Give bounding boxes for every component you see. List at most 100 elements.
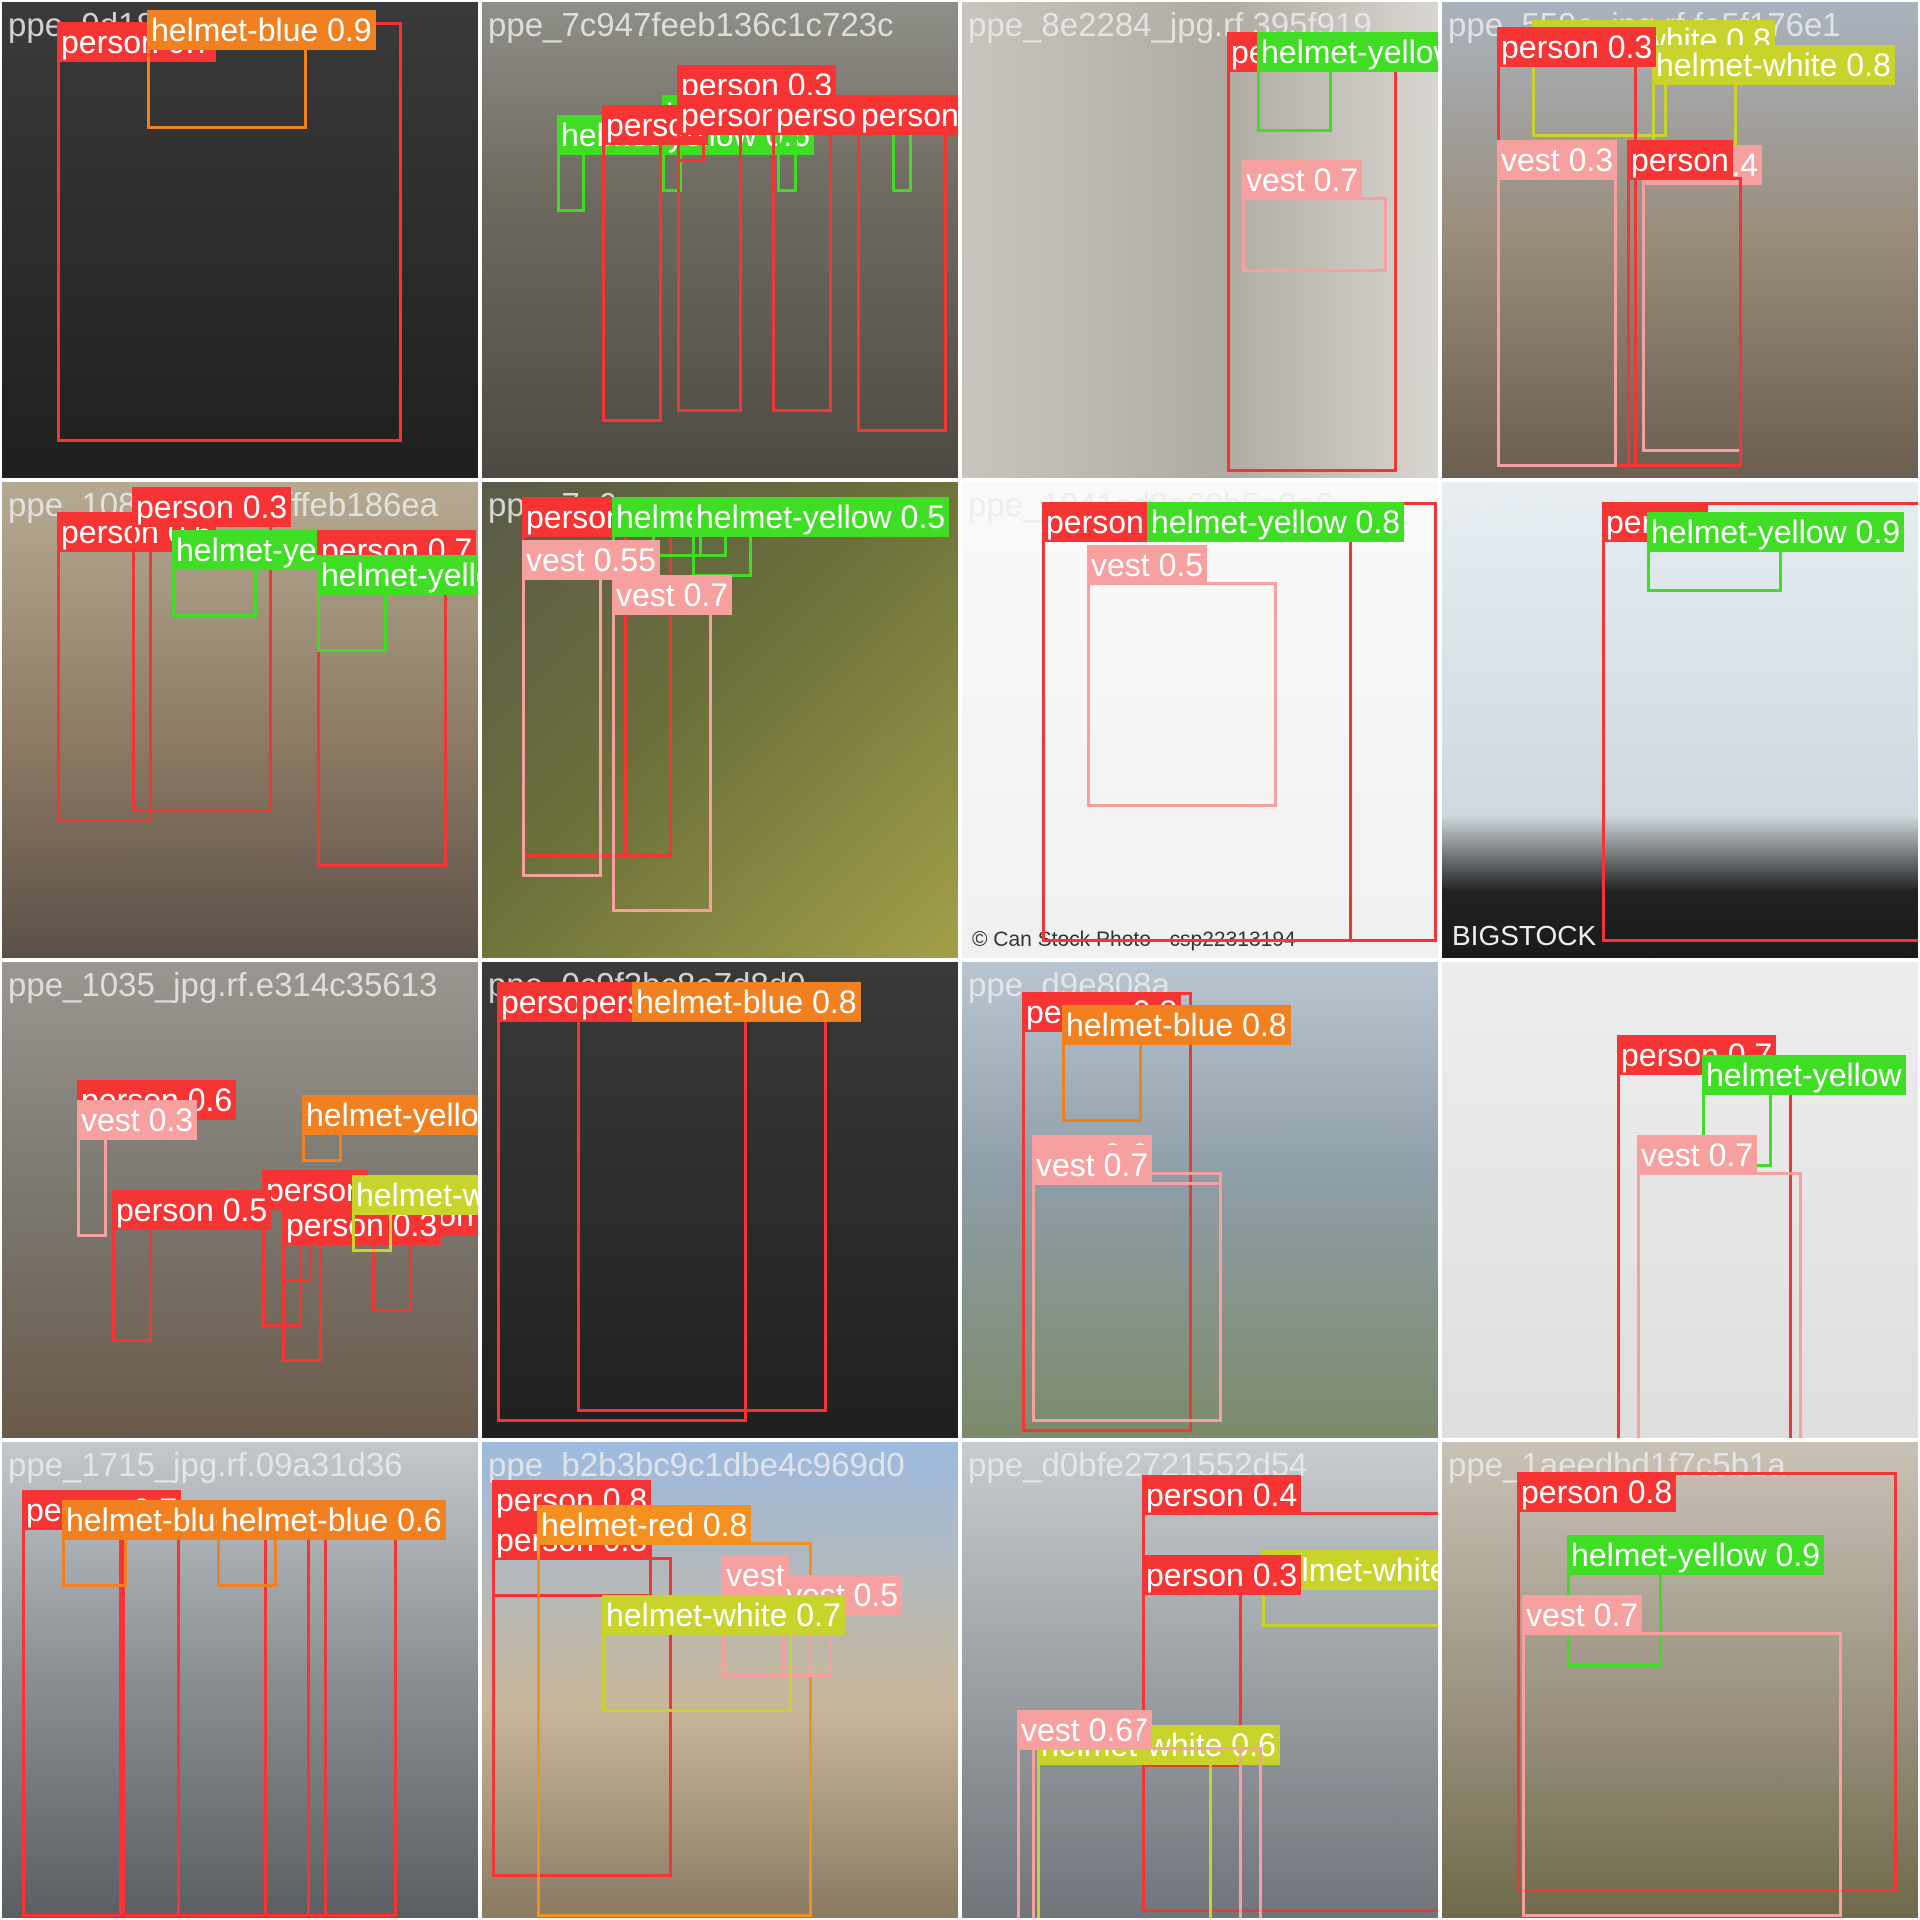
detection-box: helmet-blue 0.6 (217, 1500, 446, 1587)
mosaic-tile: ppe_1084_jpg.rf.fdfffeb186eaperson 0.6pe… (0, 480, 480, 960)
detection-box: helmet-yellow 0.4 (302, 1095, 478, 1162)
detection-label: vest 0.3 (77, 1100, 198, 1140)
mosaic-tile: ppe_1aeedbd1f7c5b1a person 0.8 helmet-yell… (1440, 1440, 1920, 1920)
detection-box: person (307, 1500, 413, 1917)
mosaic-tile: ppe_7a6aperson 0.7person 0.7helmet-yello… (480, 480, 960, 960)
detection-box: helmet-white 0.8 (1652, 45, 1895, 167)
detection-box: person 0.8 (577, 982, 827, 1412)
detection-box: person 0.4 (1142, 1475, 1438, 1912)
detection-label: helmet-yellow 0.8 (1147, 502, 1404, 542)
detection-label: helmet-white 0.7 (352, 1175, 478, 1215)
detection-box: vest 0.55 (522, 540, 660, 877)
detection-label: person 0.5 (112, 1190, 272, 1230)
detection-box: helmet-red 0.8 (537, 1505, 812, 1917)
mosaic-tile: ppe_1715_jpg.rf.09a31d36person 0.7person… (0, 1440, 480, 1920)
detection-box: vest 0.5 (1087, 545, 1277, 807)
detection-box: person 0.3 (1497, 27, 1657, 467)
detection-box: vest 0.3 (77, 1100, 198, 1237)
detection-box: vest 0.7 (612, 575, 733, 912)
detection-label: helmet-white 0.7 (602, 1595, 845, 1635)
detection-label: helmet-yellow 0.4 (302, 1095, 478, 1135)
detection-box: vest 0.7 (1242, 160, 1387, 272)
detection-label: helmet-yellow 0.5 (692, 497, 949, 537)
mosaic-tile: ppe_1035_jpg.rf.e314c35613person 0.6vest… (0, 960, 480, 1440)
detection-label: person (1627, 140, 1733, 180)
detection-label: helmet-yellow 0.5 (317, 555, 478, 595)
tile-filename: ppe_7c947feeb136c1c723c (488, 6, 894, 43)
tile-filename: ppe_ba4279b_jpg.rf.2d0957315a (1448, 966, 1920, 1003)
detection-box: vest 0.6 (1017, 1710, 1242, 1918)
detection-box: helmet-yellow 0.6 (557, 115, 814, 212)
detection-box: helmet-yellow 0.9 (172, 530, 429, 617)
detection-box: person (677, 95, 783, 412)
detection-box: helmet-yellow 0.5 (317, 555, 478, 652)
detection-box: person (602, 105, 708, 422)
detection-label: person (262, 1170, 368, 1210)
detection-box: person 0.3 (132, 487, 292, 812)
detection-box: helmet-yellow 0.5 (692, 497, 949, 577)
detection-label: person (677, 95, 783, 135)
detection-label: vest 0.55 (522, 540, 660, 580)
detection-box: person 0.3 (177, 1500, 337, 1917)
detection-box: helmet-blue 0.7 (62, 1500, 291, 1587)
detection-label: vest (722, 1555, 789, 1595)
detection-label: helmet-yellow (1702, 1055, 1906, 1095)
detection-box: person 0.3 (1142, 1555, 1302, 1767)
detection-label: helmet-white 0.8 (1652, 45, 1895, 85)
tile-photo (482, 962, 958, 1438)
detection-label: person (857, 95, 958, 135)
detection-box: helmet-yellow 0.8 (1147, 502, 1404, 542)
detection-label: helmet-blue 0.8 (1062, 1005, 1291, 1045)
tile-filename: ppe_1715_jpg.rf.09a31d36 (8, 1446, 403, 1483)
detection-box: helmet-yellow (1257, 32, 1438, 132)
detection-box: helmet-blue 0.8 (1062, 1005, 1291, 1122)
stock-watermark: BIGSTOCK (1452, 920, 1597, 951)
detection-box: person 0.3 (282, 1205, 442, 1282)
detection-label: helmet-blue 0.6 (217, 1500, 446, 1540)
detection-box: vest 0.7 (1637, 1135, 1802, 1438)
detection-label: person 0.8 (1517, 1472, 1677, 1512)
mosaic-tile: ppe_1024_jpg.rf.5ce2857BIGSTOCKpersonhel… (1440, 480, 1920, 960)
tile-photo (1442, 482, 1918, 958)
mosaic-tile: ppe_8e2284_jpg.rf.395f919person 0.6helme… (960, 0, 1440, 480)
detection-box: vest 0.7 (1522, 1595, 1842, 1917)
detection-box: person (262, 1170, 368, 1327)
detection-label: person 0.3 (1142, 1555, 1302, 1595)
mosaic-tile: ppe_7c947feeb136c1c723c helmet-yellow 0.6… (480, 0, 960, 480)
tile-photo (1442, 1442, 1918, 1918)
mosaic-tile: ppe_559c_jpg.rf.fa5f176e1helmet-white 0.… (1440, 0, 1920, 480)
detection-label: person 0.3 (132, 487, 292, 527)
detection-box: helmet-blue 0.8 (632, 982, 861, 1022)
detection-box: vest 0.3 (1497, 140, 1618, 467)
detection-box: helmet-white 0.7 (352, 1175, 478, 1252)
tile-photo (962, 1442, 1438, 1918)
tile-filename: ppe_b2b3bc9c1dbe4c969d0 (488, 1446, 905, 1483)
tile-photo (962, 2, 1438, 478)
detection-box: helmet-yellow 0.9 (1647, 512, 1904, 592)
detection-label: helmet-blue 0.8 (632, 982, 861, 1022)
detection-box: vest 0.7 (1032, 1145, 1222, 1422)
mosaic-tile: ppe_ba4279b_jpg.rf.2d0957315a person 0.7 h… (1440, 960, 1920, 1440)
detection-box: helmet-yellow (1702, 1055, 1906, 1167)
detection-label: person 0.4 (1142, 1475, 1302, 1515)
detection-label: helmet-blue 0.9 (147, 10, 376, 50)
tile-photo (2, 2, 478, 478)
mosaic-tile: ppe_9d187361bfae7267person 0.7helmet-blu… (0, 0, 480, 480)
detection-label: helmet-yellow 0.9 (1647, 512, 1904, 552)
detection-box: helmet-yellow 0.9 (1567, 1535, 1824, 1667)
detection-box: helmet-blue 0.9 (147, 10, 376, 129)
detection-label: vest 0.7 (1522, 1595, 1643, 1635)
detection-box: person (772, 95, 878, 412)
detection-box: person (857, 95, 958, 432)
detection-box: helmet-white 0.7 (602, 1595, 845, 1712)
detection-label: vest 0.7 (612, 575, 733, 615)
detection-label: vest 0.7 (1032, 1145, 1153, 1185)
detection-box: person (1627, 140, 1742, 467)
detection-label: vest 0.3 (1497, 140, 1618, 180)
detection-label: vest 0.6 (1017, 1710, 1138, 1750)
